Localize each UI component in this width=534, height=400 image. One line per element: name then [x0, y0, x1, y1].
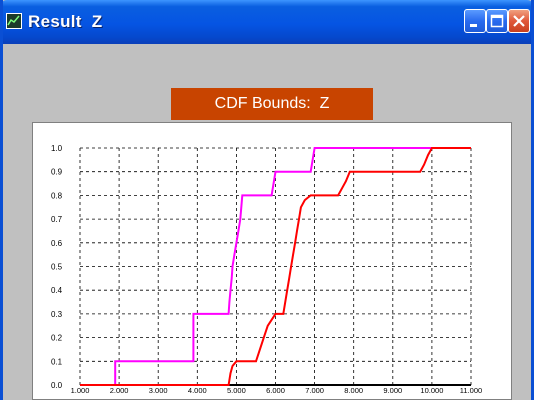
client-area: CDF Bounds: Z 0.0 0.1 0.2 0.3 0.4 0.5 0.6 0.7 0.… [3, 44, 531, 400]
y-tick-label: 0.3 [51, 310, 63, 319]
x-tick-label: 9.000 [383, 386, 402, 395]
x-tick-label: 7.000 [305, 386, 324, 395]
cdf-bound-line-2 [80, 147, 471, 386]
chart-app-icon [6, 13, 22, 29]
y-tick-label: 0.8 [51, 191, 63, 200]
y-tick-label: 0.7 [51, 215, 63, 224]
y-tick-label: 0.1 [51, 357, 63, 366]
y-tick-label: 0.5 [51, 263, 63, 272]
x-tick-label: 1.000 [71, 386, 90, 395]
y-tick-label: 0.4 [51, 286, 63, 295]
x-tick-label: 10.000 [420, 386, 443, 395]
x-tick-label: 6.000 [266, 386, 285, 395]
close-button[interactable] [508, 9, 530, 33]
window-title: Result Z [28, 12, 103, 31]
chart-title: CDF Bounds: Z [171, 88, 373, 120]
x-tick-label: 3.000 [149, 386, 168, 395]
x-tick-label: 8.000 [344, 386, 363, 395]
x-tick-label: 11.000 [460, 386, 482, 395]
close-icon [513, 15, 525, 27]
minimize-icon [470, 24, 477, 27]
x-tick-label: 4.000 [188, 386, 207, 395]
title-bar[interactable]: Result Z [3, 0, 531, 44]
minimize-button[interactable] [464, 9, 486, 33]
maximize-button[interactable] [486, 9, 508, 33]
x-tick-label: 5.000 [227, 386, 246, 395]
cdf-bound-line-1 [80, 147, 471, 386]
x-tick-label: 2.000 [110, 386, 129, 395]
y-tick-label: 0.2 [51, 334, 63, 343]
maximize-icon [490, 14, 504, 28]
cdf-chart: 0.0 0.1 0.2 0.3 0.4 0.5 0.6 0.7 0.8 0.9 1.0 1.000 2.… [51, 144, 482, 395]
y-tick-label: 1.0 [51, 144, 63, 153]
y-tick-label: 0.9 [51, 168, 63, 177]
y-tick-label: 0.6 [51, 239, 63, 248]
plot-frame: 0.0 0.1 0.2 0.3 0.4 0.5 0.6 0.7 0.8 0.9 1.0 1.000 2.… [32, 122, 512, 400]
y-tick-label: 0.0 [51, 381, 63, 390]
